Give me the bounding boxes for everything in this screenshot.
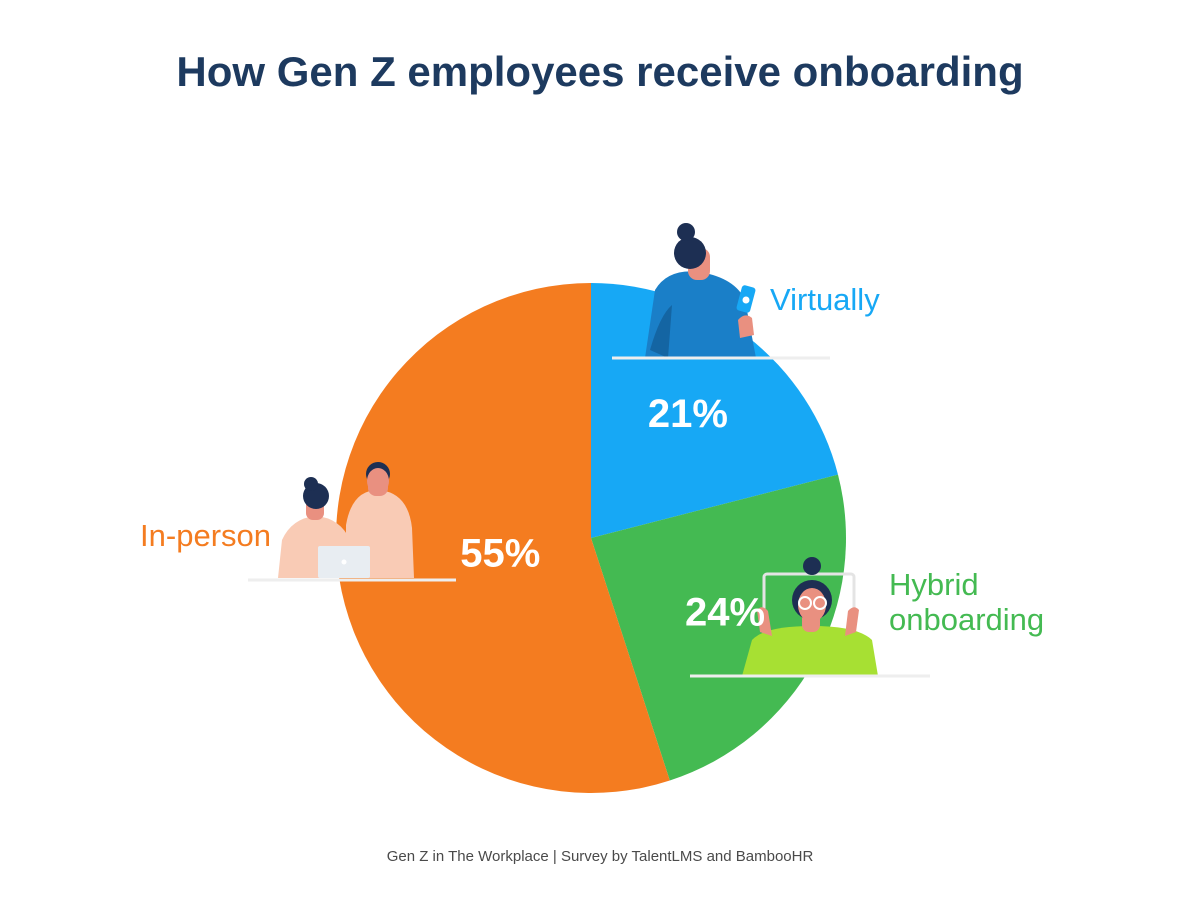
chart-title: How Gen Z employees receive onboarding xyxy=(176,48,1024,95)
slice-value-label: 24% xyxy=(685,591,765,635)
slice-value-label: 21% xyxy=(648,392,728,436)
slice-labels: 21% Virtually 24% Hybrid onboarding 55% In-per… xyxy=(140,282,1044,637)
pie-slice-in-person xyxy=(336,283,670,794)
slice-category-label: Virtually xyxy=(770,282,880,317)
pie-slices xyxy=(336,283,846,794)
slice-category-label: Hybrid onboarding xyxy=(889,567,1044,637)
slice-category-label: In-person xyxy=(140,518,271,553)
person-with-phone-icon xyxy=(612,223,830,360)
person-video-call-icon xyxy=(690,557,930,678)
two-people-laptop-icon xyxy=(248,462,456,582)
slice-value-label: 55% xyxy=(460,531,540,575)
source-footer: Gen Z in The Workplace | Survey by Talen… xyxy=(386,848,814,865)
pie-slice-hybrid-onboarding xyxy=(591,474,846,781)
